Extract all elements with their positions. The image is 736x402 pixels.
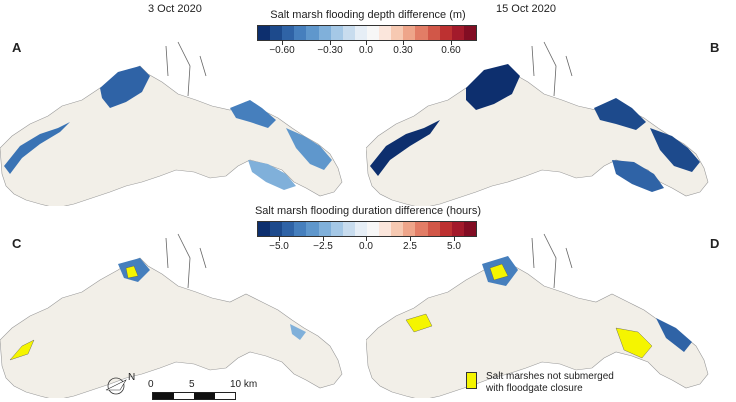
legend-line-1: Salt marshes not submerged [486, 371, 614, 382]
panel-label-c: C [12, 236, 22, 251]
colorbar-swatch [451, 26, 464, 40]
colorbar-depth-title: Salt marsh flooding depth difference (m) [270, 9, 466, 21]
colorbar-swatch [294, 222, 307, 236]
north-label: N [128, 372, 136, 383]
map-panel-d [366, 233, 709, 398]
marsh-duration-patch [656, 318, 692, 352]
marsh-depth-patch [370, 120, 440, 176]
colorbar-swatch [427, 222, 440, 236]
colorbar-depth: Salt marsh flooding depth difference (m)… [238, 9, 498, 57]
map-panel-a [0, 41, 343, 206]
colorbar-swatch [258, 222, 271, 236]
panel-label-a: A [12, 40, 22, 55]
date-right: 15 Oct 2020 [496, 3, 556, 15]
colorbar-swatch [282, 222, 295, 236]
panel-label-d: D [710, 236, 720, 251]
colorbar-swatch [439, 26, 452, 40]
colorbar-swatch [306, 222, 319, 236]
colorbar-depth-tick: 0.30 [393, 45, 413, 56]
colorbar-swatch [463, 26, 476, 40]
marsh-not-submerged-patch [125, 265, 139, 279]
legend-line-2: with floodgate closure [486, 383, 583, 394]
colorbar-depth-tick: −0.60 [269, 45, 295, 56]
marsh-not-submerged-patch [9, 339, 35, 361]
colorbar-swatch [366, 222, 380, 236]
colorbar-swatch [342, 222, 355, 236]
marsh-not-submerged-patch [615, 327, 653, 359]
colorbar-swatch [342, 26, 355, 40]
scale-label-5: 5 [189, 379, 195, 390]
colorbar-swatch [403, 222, 416, 236]
colorbar-duration-tick: −5.0 [269, 241, 289, 252]
colorbar-duration-tick: 2.5 [403, 241, 417, 252]
colorbar-swatch [306, 26, 319, 40]
marsh-depth-patch [466, 64, 520, 110]
scale-bar [152, 392, 236, 400]
colorbar-swatch [330, 222, 343, 236]
marsh-depth-patch [286, 128, 332, 170]
colorbar-swatch [415, 26, 428, 40]
legend-swatch-not-submerged [466, 372, 477, 389]
colorbar-depth-tick: 0.0 [359, 45, 373, 56]
north-arrow-icon [105, 377, 127, 395]
marsh-depth-patch [230, 100, 276, 128]
colorbar-swatch [427, 26, 440, 40]
colorbar-swatch [270, 222, 283, 236]
colorbar-duration-tick: 0.0 [359, 241, 373, 252]
marsh-not-submerged-patch [405, 313, 433, 333]
colorbar-swatch [294, 26, 307, 40]
colorbar-swatch [270, 26, 283, 40]
colorbar-swatch [282, 26, 295, 40]
colorbar-swatch [318, 222, 331, 236]
marsh-depth-patch [612, 160, 664, 192]
legend-label: Salt marshes not submerged with floodgat… [486, 371, 614, 395]
colorbar-swatch [379, 26, 392, 40]
colorbar-depth-bar [257, 25, 477, 41]
colorbar-swatch [463, 222, 476, 236]
marsh-depth-patch [650, 128, 700, 172]
scale-label-10: 10 km [230, 379, 258, 390]
colorbar-swatch [354, 26, 367, 40]
colorbar-swatch [391, 222, 404, 236]
marsh-not-submerged-patch [489, 263, 509, 281]
colorbar-swatch [451, 222, 464, 236]
colorbar-duration-title: Salt marsh flooding duration difference … [254, 205, 482, 217]
colorbar-swatch [258, 26, 271, 40]
marsh-depth-patch [594, 98, 646, 130]
colorbar-swatch [354, 222, 367, 236]
scale-label-0: 0 [148, 379, 154, 390]
marsh-duration-patch [290, 324, 306, 340]
colorbar-swatch [318, 26, 331, 40]
marsh-depth-patch [100, 66, 150, 108]
colorbar-duration-bar [257, 221, 477, 237]
colorbar-swatch [403, 26, 416, 40]
colorbar-duration: Salt marsh flooding duration difference … [238, 205, 498, 253]
colorbar-swatch [330, 26, 343, 40]
colorbar-swatch [379, 222, 392, 236]
marsh-depth-patch [4, 122, 70, 174]
colorbar-swatch [439, 222, 452, 236]
colorbar-duration-tick: −2.5 [313, 241, 333, 252]
map-panel-b [366, 41, 709, 206]
map-panel-c [0, 233, 343, 398]
date-left: 3 Oct 2020 [148, 3, 202, 15]
colorbar-swatch [366, 26, 380, 40]
colorbar-depth-tick: −0.30 [317, 45, 343, 56]
colorbar-swatch [415, 222, 428, 236]
colorbar-depth-tick: 0.60 [441, 45, 461, 56]
panel-label-b: B [710, 40, 720, 55]
colorbar-swatch [391, 26, 404, 40]
marsh-depth-patch [248, 160, 296, 190]
colorbar-duration-tick: 5.0 [447, 241, 461, 252]
